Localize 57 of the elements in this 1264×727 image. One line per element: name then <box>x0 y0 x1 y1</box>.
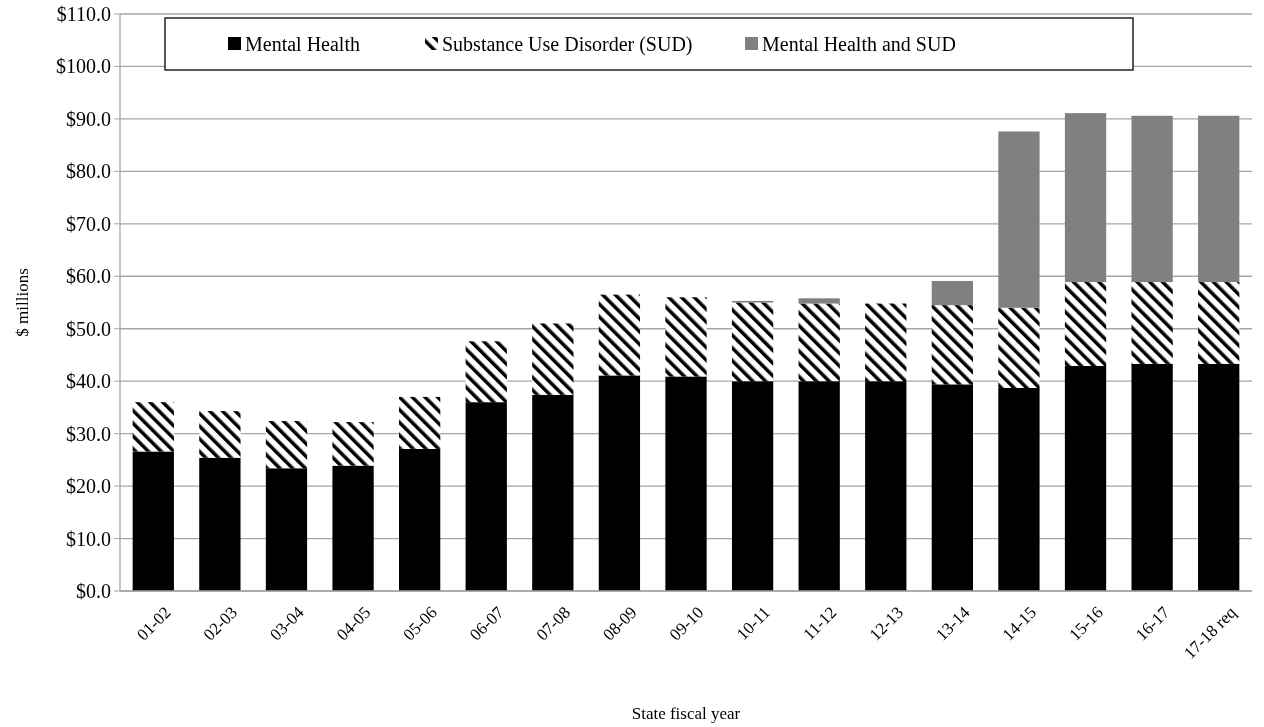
y-tick-label: $50.0 <box>66 317 111 340</box>
bar <box>532 323 574 395</box>
bar <box>1198 363 1240 591</box>
y-tick-label: $80.0 <box>66 160 111 183</box>
bar <box>265 468 308 591</box>
bar <box>1064 113 1107 283</box>
y-axis-title: $ millions <box>13 268 32 337</box>
bar <box>665 297 707 377</box>
legend-label: Mental Health and SUD <box>762 33 956 55</box>
bar <box>665 376 707 591</box>
y-tick-label: $100.0 <box>56 55 111 78</box>
bar <box>998 131 1040 308</box>
bar <box>465 402 507 591</box>
bar <box>798 303 840 382</box>
y-tick-label: $70.0 <box>66 212 111 235</box>
y-tick-label: $40.0 <box>66 370 111 393</box>
bar <box>465 341 507 403</box>
bar <box>399 448 441 591</box>
bar <box>731 302 774 382</box>
y-tick-label: $90.0 <box>66 107 111 130</box>
bar <box>1131 115 1173 283</box>
y-tick-label: $110.0 <box>56 3 111 25</box>
bar <box>132 451 174 591</box>
bar <box>1064 282 1107 366</box>
bar <box>199 457 241 591</box>
y-tick-label: $10.0 <box>66 527 111 550</box>
y-tick-label: $20.0 <box>66 475 111 498</box>
legend-label: Substance Use Disorder (SUD) <box>442 33 693 56</box>
bar <box>931 384 973 591</box>
bar <box>731 381 774 591</box>
x-axis-title: State fiscal year <box>631 704 741 723</box>
bar <box>931 305 973 385</box>
bar <box>998 388 1040 591</box>
bar <box>265 421 308 469</box>
bar <box>998 307 1040 388</box>
bar <box>332 465 374 591</box>
bar <box>598 375 641 591</box>
bar <box>332 422 374 466</box>
bar <box>399 396 441 449</box>
bar <box>199 411 241 458</box>
bar <box>132 402 174 452</box>
bar <box>1131 363 1173 591</box>
bar <box>931 280 973 306</box>
bar <box>1198 282 1240 364</box>
bar <box>798 381 840 591</box>
bar <box>1198 115 1240 283</box>
bar <box>598 294 641 376</box>
bar <box>865 303 907 382</box>
bar <box>532 394 574 591</box>
y-tick-label: $0.0 <box>76 580 111 602</box>
bar <box>798 298 840 304</box>
legend-label: Mental Health <box>245 33 360 55</box>
bar <box>1131 282 1173 364</box>
y-tick-label: $30.0 <box>66 422 111 445</box>
y-tick-label: $60.0 <box>66 265 111 288</box>
bar <box>1064 365 1107 591</box>
bar <box>865 381 907 591</box>
